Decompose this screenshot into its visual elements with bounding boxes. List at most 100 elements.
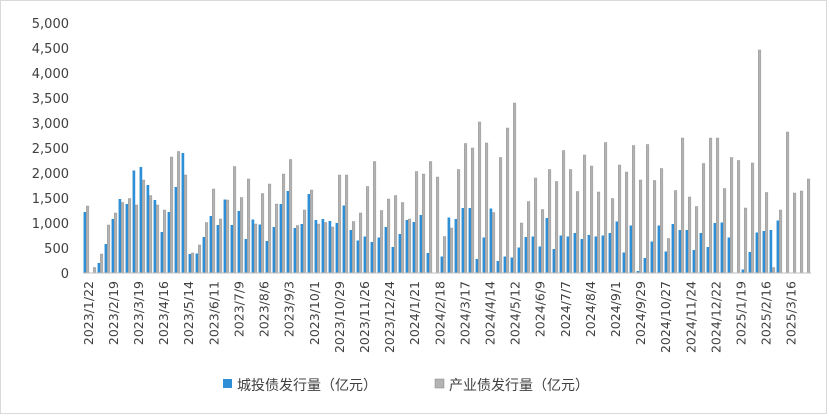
bar-chengtou [447, 217, 451, 273]
bar-chengtou [349, 230, 353, 273]
bar-chengtou [384, 227, 388, 273]
bar-chanye [730, 157, 734, 274]
bar-chengtou [503, 256, 507, 273]
y-tick-label: 1,500 [32, 192, 69, 207]
bar-chengtou [671, 224, 675, 273]
bar-chanye [499, 157, 503, 274]
bar-chengtou [419, 215, 423, 273]
bar-chengtou [776, 220, 780, 273]
bar-chengtou [321, 219, 325, 273]
y-tick-label: 4,000 [32, 67, 69, 82]
bar-chengtou [713, 223, 717, 273]
bar-chanye [611, 198, 615, 274]
bar-chengtou [426, 253, 430, 273]
bar-chanye [205, 222, 209, 274]
bar-chanye [289, 159, 293, 274]
x-axis: 2023/1/22 2023/2/19 2023/3/19 2023/4/16 2023… [81, 272, 811, 353]
bar-chanye [772, 267, 776, 274]
bar-chanye [156, 204, 160, 274]
bar-chengtou [160, 232, 164, 273]
bar-chanye [534, 177, 538, 274]
bar-chanye [660, 168, 664, 274]
bar-chanye [485, 142, 489, 274]
x-tick-label: 2024/4/14 [483, 281, 498, 345]
bar-chanye [401, 202, 405, 274]
bar-chengtou [328, 221, 332, 273]
x-tick-label: 2024/9/29 [633, 281, 648, 345]
bar-chanye [275, 203, 279, 274]
bar-chengtou [608, 233, 612, 273]
x-tick-label: 2024/3/17 [457, 281, 472, 345]
x-tick-label: 2023/7/9 [232, 281, 247, 337]
bar-chanye [429, 161, 433, 274]
bar-chengtou [741, 269, 745, 273]
x-tick-label: 2024/8/4 [583, 281, 598, 337]
x-tick-label: 2024/10/27 [658, 281, 673, 353]
bar-chanye [415, 171, 419, 274]
bar-chengtou [258, 224, 262, 273]
bar-chengtou [454, 219, 458, 273]
bar-chengtou [475, 259, 479, 273]
bar-chanye [625, 171, 629, 274]
bar-chanye [751, 162, 755, 274]
bar-chengtou [706, 247, 710, 273]
bar-chengtou [587, 235, 591, 273]
bar-chengtou [615, 221, 619, 273]
bar-chengtou [727, 237, 731, 273]
bar-chanye [303, 209, 307, 274]
bar-chengtou [601, 235, 605, 273]
bar-chengtou [202, 237, 206, 273]
x-tick-label: 2023/4/16 [156, 281, 171, 345]
bar-chengtou [769, 230, 773, 273]
bar-chengtou [293, 228, 297, 273]
bar-chanye [758, 49, 762, 274]
bar-chengtou [104, 244, 108, 273]
bar-chanye [422, 173, 426, 274]
bar-chanye [408, 218, 412, 274]
bar-chanye [338, 174, 342, 274]
bar-chanye [219, 218, 223, 274]
bar-chanye [779, 209, 783, 274]
x-tick-label: 2023/9/3 [282, 281, 297, 337]
bar-chengtou [216, 225, 220, 273]
bar-chanye [681, 137, 685, 274]
bar-chengtou [356, 240, 360, 273]
bar-chanye [646, 144, 650, 274]
bar-chengtou [146, 185, 150, 273]
bar-chengtou [391, 247, 395, 273]
bar-chengtou [580, 239, 584, 273]
bar-chanye [177, 151, 181, 274]
bar-chanye [373, 161, 377, 274]
bar-chanye [226, 199, 230, 274]
x-tick-label: 2024/9/1 [608, 281, 623, 337]
bar-chengtou [461, 208, 465, 273]
bar-chengtou [370, 242, 374, 273]
bar-chengtou [83, 212, 87, 273]
bar-chengtou [496, 261, 500, 273]
x-tick-label: 2024/5/12 [508, 281, 523, 345]
bar-chengtou [223, 199, 227, 273]
bar-chanye [478, 121, 482, 274]
x-tick-label: 2024/2/18 [432, 281, 447, 345]
bar-chengtou [685, 230, 689, 273]
x-tick-label: 2023/1/22 [81, 281, 96, 345]
bar-chengtou [748, 252, 752, 273]
bar-chengtou [552, 249, 556, 273]
bar-chanye [716, 137, 720, 274]
bar-chengtou [398, 234, 402, 273]
bar-chengtou [657, 225, 661, 273]
bar-chanye [639, 179, 643, 274]
bar-chengtou [538, 246, 542, 273]
bar-chanye [149, 195, 153, 274]
bar-chengtou [692, 250, 696, 273]
x-tick-label: 2023/10/1 [307, 281, 322, 345]
x-tick-label: 2023/2/19 [106, 281, 121, 345]
bar-chengtou [188, 254, 192, 273]
bar-chanye [786, 131, 790, 274]
legend-swatch-chengtou [223, 379, 232, 388]
bar-chengtou [566, 236, 570, 273]
bar-chengtou [139, 167, 143, 273]
bar-chanye [282, 173, 286, 274]
bar-chengtou [517, 247, 521, 273]
bar-chengtou [174, 187, 178, 273]
